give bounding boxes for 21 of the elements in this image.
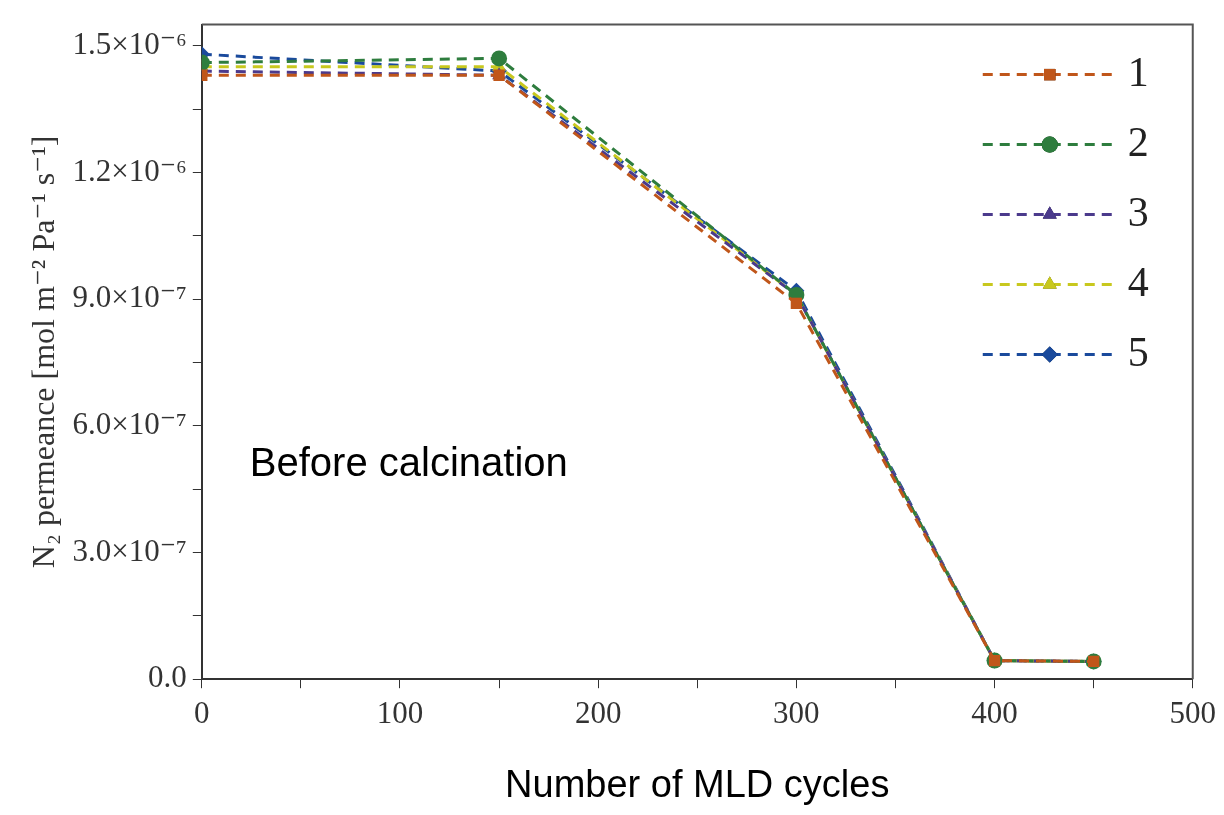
y-tick-label: 9.0×10⁻⁷ xyxy=(72,279,187,315)
x-tick-label: 400 xyxy=(971,694,1018,730)
y-tick-label: 3.0×10⁻⁷ xyxy=(72,532,187,568)
x-tick-label: 200 xyxy=(574,694,622,730)
y-tick-label: 1.5×10⁻⁶ xyxy=(72,25,187,61)
y-tick-label: 6.0×10⁻⁷ xyxy=(72,405,187,441)
legend-label: 2 xyxy=(1127,118,1149,165)
x-tick-label: 500 xyxy=(1169,694,1216,730)
x-tick-label: 100 xyxy=(376,694,424,730)
legend-label: 3 xyxy=(1127,188,1149,235)
x-tick-label: 0 xyxy=(194,694,210,730)
x-axis-title: Number of MLD cycles xyxy=(505,762,890,805)
legend-label: 1 xyxy=(1127,48,1149,95)
annotation: Before calcination xyxy=(249,439,568,484)
y-axis-title: N₂ permeance [mol m⁻² Pa⁻¹ s⁻¹] xyxy=(24,135,61,569)
point xyxy=(790,297,803,309)
legend-label: 5 xyxy=(1127,328,1149,375)
y-tick-label: 1.2×10⁻⁶ xyxy=(72,152,187,188)
legend-label: 4 xyxy=(1127,258,1149,305)
y-tick-label: 0.0 xyxy=(148,659,187,695)
x-tick-label: 300 xyxy=(773,694,820,730)
